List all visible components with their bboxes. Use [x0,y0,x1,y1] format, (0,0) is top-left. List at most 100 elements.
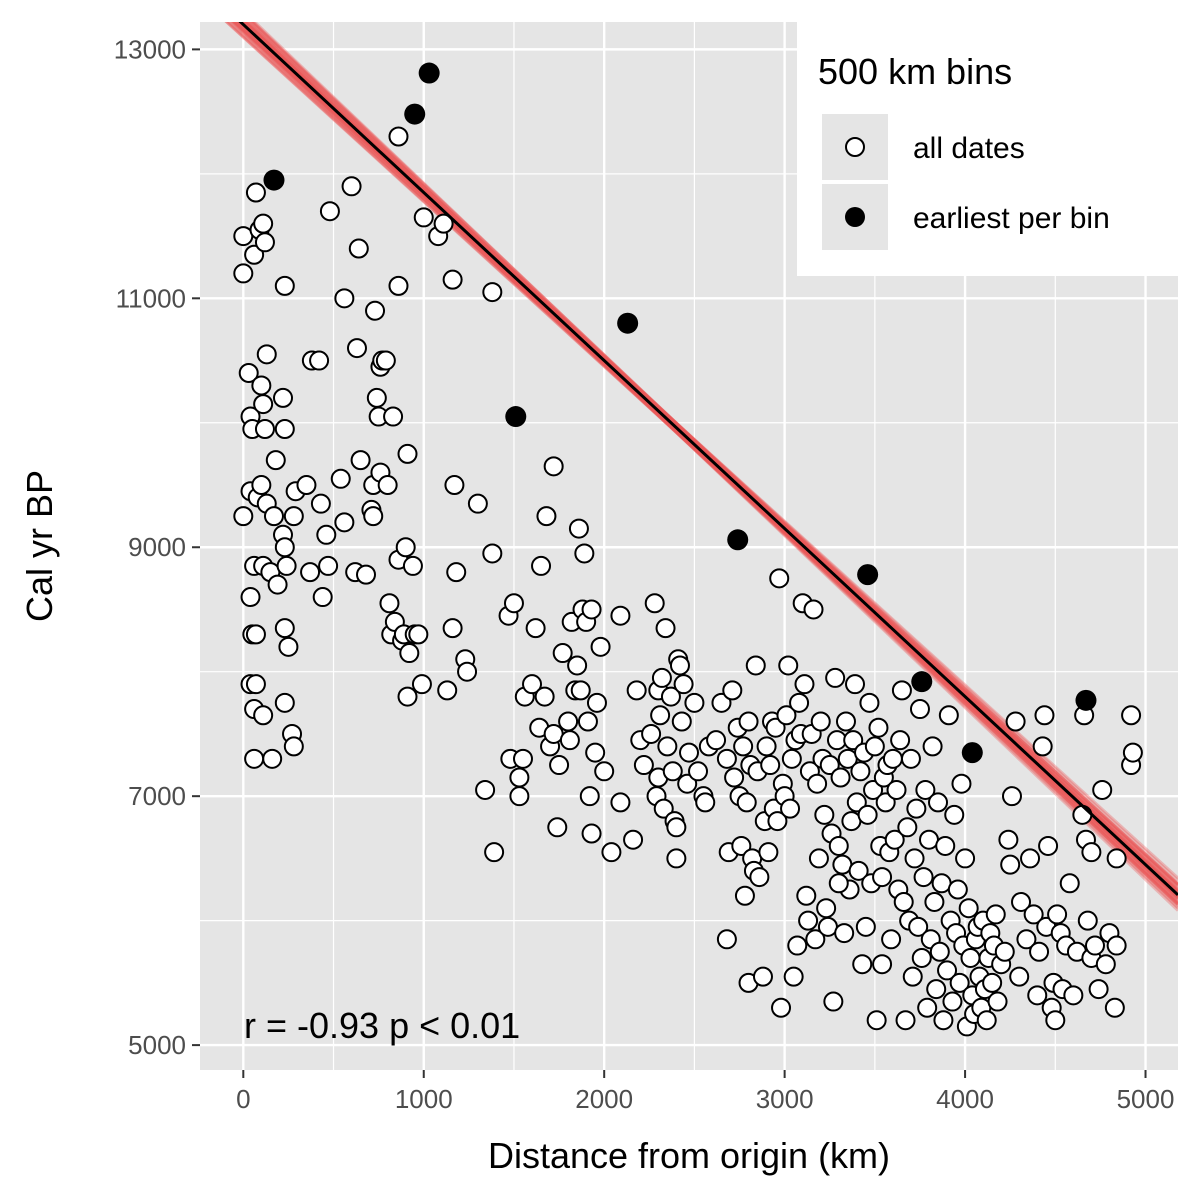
fit-ensemble-line [237,22,1178,905]
point-all-dates [794,674,815,695]
point-all-dates [1023,904,1044,925]
fit-ensemble-line [242,22,1178,892]
point-all-dates [1029,941,1050,962]
point-all-dates [834,923,855,944]
point-all-dates [745,655,766,676]
point-all-dates [233,506,254,527]
point-all-dates [657,736,678,757]
point-all-dates [319,201,340,222]
point-all-dates [1038,835,1059,856]
point-all-dates [365,300,386,321]
legend-label-earliest: earliest per bin [913,202,1110,235]
point-all-dates [987,991,1008,1012]
point-all-dates [947,879,968,900]
points-earliest-per-bin [263,62,1097,764]
point-all-dates [828,835,849,856]
point-all-dates [348,238,369,259]
point-all-dates [985,904,1006,925]
point-all-dates [673,674,694,695]
point-all-dates [1034,705,1055,726]
point-all-dates [536,506,557,527]
point-all-dates [807,773,828,794]
point-earliest-per-bin [727,529,749,551]
point-all-dates [944,804,965,825]
point-all-dates [749,867,770,888]
point-all-dates [586,692,607,713]
point-all-dates [677,773,698,794]
point-all-dates [350,450,371,471]
point-all-dates [254,419,275,440]
point-all-dates [363,506,384,527]
point-all-dates [1063,985,1084,1006]
point-all-dates [567,655,588,676]
point-all-dates [482,543,503,564]
point-all-dates [534,686,555,707]
points-all-dates [233,126,1143,1037]
fit-line [238,22,1178,896]
fit-ensemble-line [230,22,1178,898]
point-all-dates [752,966,773,987]
point-all-dates [819,755,840,776]
point-all-dates [245,674,266,695]
point-all-dates [1016,929,1037,950]
point-all-dates [318,555,339,576]
point-all-dates [866,1010,887,1031]
point-all-dates [1088,979,1109,1000]
point-all-dates [1077,910,1098,931]
point-all-dates [274,419,295,440]
point-earliest-per-bin [961,742,983,764]
point-all-dates [1005,711,1026,732]
point-all-dates [296,475,317,496]
point-all-dates [366,387,387,408]
point-all-dates [244,748,265,769]
point-all-dates [522,674,543,695]
y-tick-label: 13000 [114,34,186,64]
point-all-dates [1032,736,1053,757]
point-all-dates [267,574,288,595]
point-all-dates [798,910,819,931]
point-all-dates [722,680,743,701]
point-all-dates [1106,935,1127,956]
point-all-dates [341,176,362,197]
point-all-dates [316,524,337,545]
point-all-dates [309,350,330,371]
point-all-dates [1001,786,1022,807]
point-all-dates [935,835,956,856]
point-all-dates [855,916,876,937]
point-all-dates [651,667,672,688]
point-all-dates [778,655,799,676]
point-all-dates [942,991,963,1012]
point-all-dates [1104,997,1125,1018]
point-all-dates [976,1010,997,1031]
point-all-dates [265,450,286,471]
point-all-dates [843,730,864,751]
point-all-dates [446,562,467,583]
point-all-dates [274,275,295,296]
point-all-dates [756,736,777,757]
point-all-dates [938,705,959,726]
point-all-dates [626,680,647,701]
point-all-dates [346,338,367,359]
point-all-dates [998,829,1019,850]
x-tick-label: 1000 [395,1084,453,1114]
point-all-dates [558,711,579,732]
point-earliest-per-bin [263,169,285,191]
point-all-dates [442,618,463,639]
point-earliest-per-bin [418,62,440,84]
point-all-dates [559,730,580,751]
point-all-dates [893,891,914,912]
point-all-dates [549,755,570,776]
point-all-dates [915,779,936,800]
point-all-dates [666,848,687,869]
point-all-dates [525,618,546,639]
point-all-dates [395,537,416,558]
point-all-dates [906,798,927,819]
point-all-dates [805,929,826,950]
fit-ensemble-line [244,22,1178,893]
fit-ensemble-line [250,22,1178,904]
point-all-dates [688,761,709,782]
point-all-dates [274,537,295,558]
point-all-dates [904,848,925,869]
point-all-dates [570,680,591,701]
